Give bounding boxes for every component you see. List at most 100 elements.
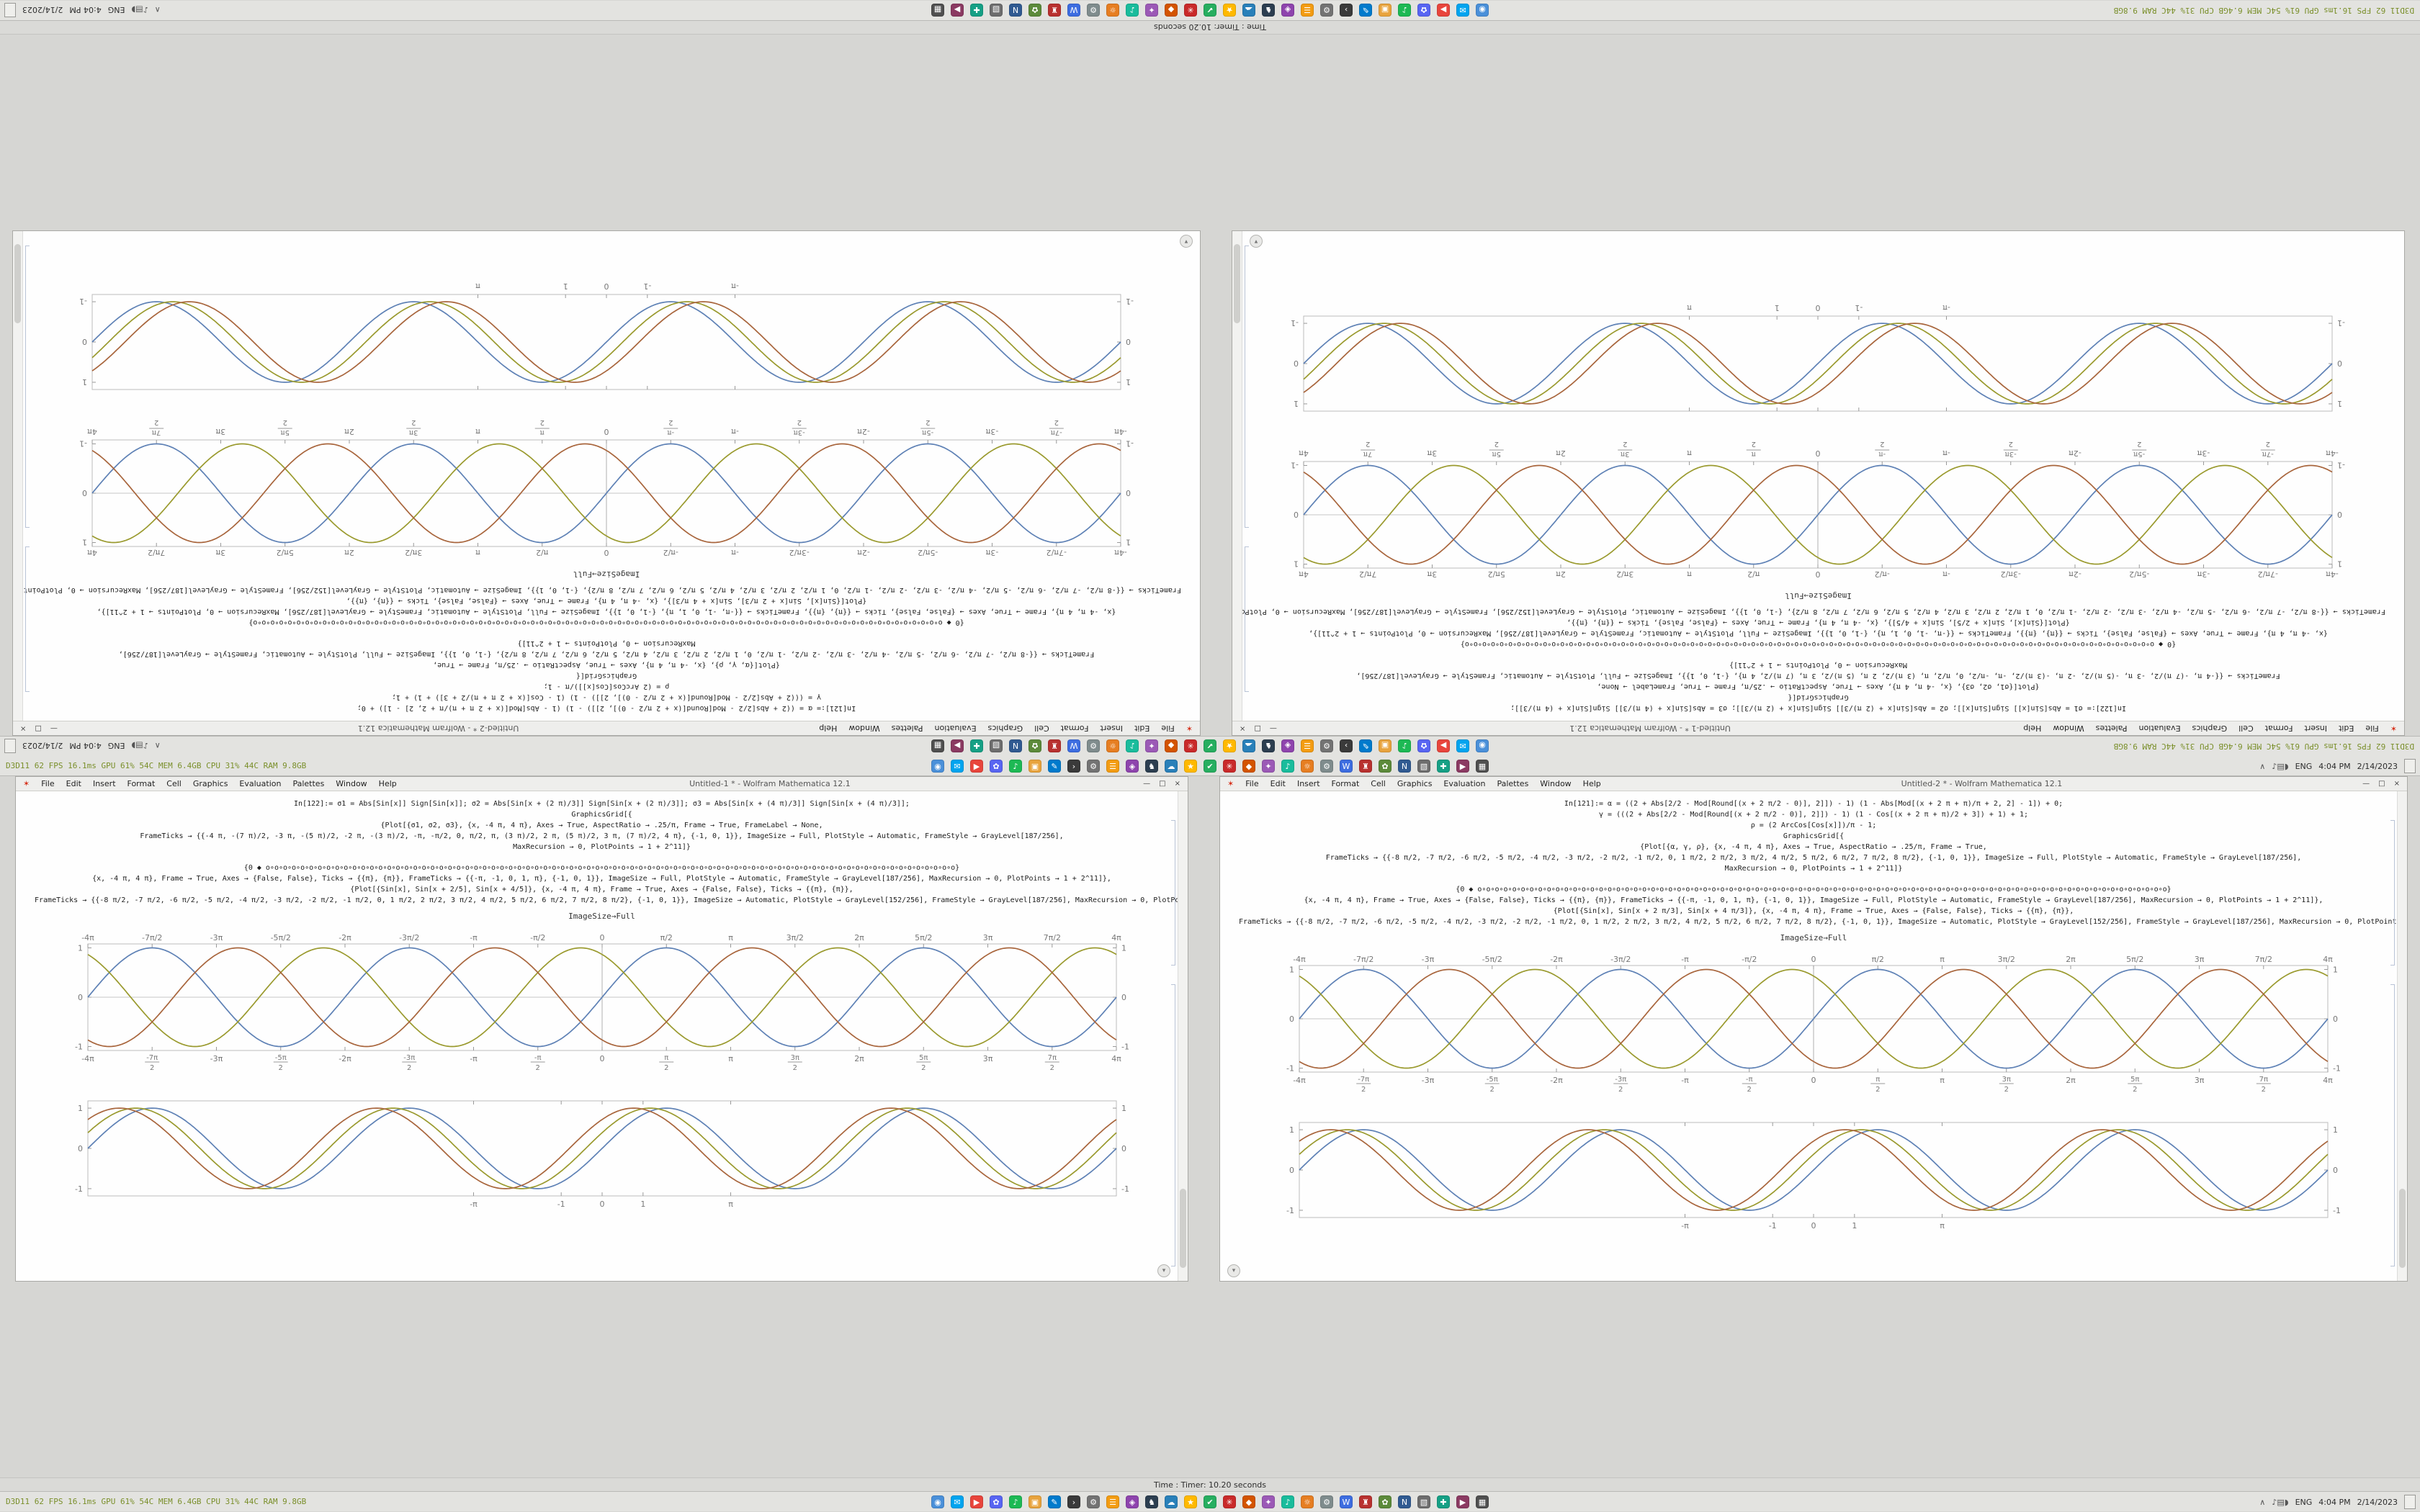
nav-icon[interactable]: N	[1398, 760, 1411, 773]
box-icon[interactable]: ▦	[931, 739, 944, 752]
mail-icon[interactable]: ✉	[1456, 4, 1469, 17]
menu-item-format[interactable]: Format	[1060, 724, 1089, 733]
cloud-icon[interactable]: ☁	[1165, 1495, 1178, 1508]
menu-item-palettes[interactable]: Palettes	[292, 779, 325, 788]
menu-item-edit[interactable]: Edit	[1134, 724, 1150, 733]
cell-bracket[interactable]	[1171, 984, 1175, 1266]
grid-icon[interactable]: ▧	[1417, 1495, 1430, 1508]
grid-icon[interactable]: ▧	[1417, 760, 1430, 773]
tray-icon[interactable]: ♪	[143, 741, 148, 751]
nav-icon[interactable]: N	[1009, 4, 1022, 17]
menu-item-insert[interactable]: Insert	[92, 779, 116, 788]
settings-icon[interactable]: ⚙	[1320, 739, 1333, 752]
spark-icon[interactable]: ✦	[1262, 1495, 1275, 1508]
tray-icon[interactable]: ▤	[2277, 761, 2285, 771]
photos-icon[interactable]: ◈	[1126, 1495, 1139, 1508]
sun-icon[interactable]: ☼	[1301, 1495, 1314, 1508]
spark-icon[interactable]: ✦	[1145, 4, 1158, 17]
cloud-icon[interactable]: ☁	[1165, 760, 1178, 773]
scrollbar-thumb[interactable]	[1234, 244, 1240, 323]
browser-icon[interactable]: ◉	[931, 760, 944, 773]
tray-language[interactable]: ENG	[107, 5, 125, 15]
leaf-icon[interactable]: ✿	[1379, 760, 1392, 773]
minimize-button[interactable]: —	[50, 724, 58, 732]
editor-icon[interactable]: ✎	[1359, 4, 1372, 17]
vertical-scrollbar[interactable]	[2397, 791, 2407, 1281]
video-icon[interactable]: ▶	[1456, 1495, 1469, 1508]
star-icon[interactable]: ★	[1223, 739, 1236, 752]
rook-icon[interactable]: ♜	[1359, 760, 1372, 773]
tray-date[interactable]: 2/14/2023	[22, 5, 63, 15]
photos-icon[interactable]: ◈	[1281, 4, 1294, 17]
maximize-button[interactable]: □	[1159, 780, 1166, 788]
rook-icon[interactable]: ♜	[1048, 4, 1061, 17]
photos-icon[interactable]: ◈	[1281, 739, 1294, 752]
gear2-icon[interactable]: ⚙	[1087, 739, 1100, 752]
tray-date[interactable]: 2/14/2023	[2357, 1497, 2398, 1507]
menu-item-window[interactable]: Window	[2053, 724, 2084, 733]
vertical-scrollbar[interactable]	[13, 231, 23, 721]
cell-bracket[interactable]	[2390, 984, 2395, 1266]
tray-icon[interactable]: ◗	[131, 741, 136, 751]
menu-item-help[interactable]: Help	[1582, 779, 1601, 788]
menu-item-evaluation[interactable]: Evaluation	[1443, 779, 1486, 788]
menu-item-cell[interactable]: Cell	[1034, 724, 1049, 733]
gear2-icon[interactable]: ⚙	[1087, 4, 1100, 17]
gem-icon[interactable]: ◆	[1165, 4, 1178, 17]
plus-icon[interactable]: ✚	[970, 4, 983, 17]
nav-icon[interactable]: N	[1009, 739, 1022, 752]
menu-item-graphics[interactable]: Graphics	[987, 724, 1023, 733]
notification-button[interactable]	[4, 739, 16, 753]
sun-icon[interactable]: ☼	[1106, 4, 1119, 17]
music-icon[interactable]: ♪	[1009, 760, 1022, 773]
box-icon[interactable]: ▦	[1476, 760, 1489, 773]
tray-chevron-icon[interactable]: ∧	[2259, 761, 2266, 771]
tray-chevron-icon[interactable]: ∧	[154, 741, 161, 751]
cloud-icon[interactable]: ☁	[1242, 4, 1255, 17]
gear2-icon[interactable]: ⚙	[1320, 1495, 1333, 1508]
spark-icon[interactable]: ✦	[1262, 760, 1275, 773]
browser-icon[interactable]: ◉	[1476, 739, 1489, 752]
menu-item-graphics[interactable]: Graphics	[2192, 724, 2228, 733]
media-icon[interactable]: ▶	[1437, 739, 1450, 752]
menu-item-help[interactable]: Help	[378, 779, 397, 788]
tray-icon[interactable]: ◗	[131, 5, 136, 15]
close-button[interactable]: ×	[1240, 724, 1246, 732]
leaf-icon[interactable]: ✿	[1028, 4, 1041, 17]
scrollbar-thumb[interactable]	[1180, 1189, 1186, 1268]
minimize-button[interactable]: —	[1143, 780, 1151, 788]
close-button[interactable]: ×	[20, 724, 27, 732]
menu-item-palettes[interactable]: Palettes	[891, 724, 923, 733]
audio-icon[interactable]: ♪	[1281, 760, 1294, 773]
menu-item-palettes[interactable]: Palettes	[2095, 724, 2128, 733]
chat-icon[interactable]: ✿	[990, 1495, 1003, 1508]
menu-item-help[interactable]: Help	[819, 724, 838, 733]
tray-language[interactable]: ENG	[2295, 1497, 2313, 1507]
chat-icon[interactable]: ✿	[990, 760, 1003, 773]
menu-item-window[interactable]: Window	[336, 779, 367, 788]
word-icon[interactable]: W	[1340, 760, 1353, 773]
game-icon[interactable]: ♞	[1262, 4, 1275, 17]
menu-item-evaluation[interactable]: Evaluation	[239, 779, 282, 788]
browser-icon[interactable]: ◉	[931, 1495, 944, 1508]
scroll-corner-button[interactable]: ▾	[1180, 235, 1193, 248]
menu-item-cell[interactable]: Cell	[2238, 724, 2254, 733]
tray-clock[interactable]: 4:04 PM	[69, 5, 102, 15]
rook-icon[interactable]: ♜	[1359, 1495, 1372, 1508]
scrollbar-thumb[interactable]	[2399, 1189, 2406, 1268]
tray-language[interactable]: ENG	[2295, 761, 2313, 771]
menu-item-cell[interactable]: Cell	[1371, 779, 1386, 788]
media-icon[interactable]: ▶	[1437, 4, 1450, 17]
menu-item-palettes[interactable]: Palettes	[1497, 779, 1529, 788]
tray-icon[interactable]: ▤	[135, 741, 143, 751]
notification-button[interactable]	[4, 3, 16, 17]
editor-icon[interactable]: ✎	[1048, 760, 1061, 773]
rook-icon[interactable]: ♜	[1048, 739, 1061, 752]
tray-icon[interactable]: ▤	[135, 5, 143, 15]
gem-icon[interactable]: ◆	[1242, 1495, 1255, 1508]
sun-icon[interactable]: ☼	[1301, 760, 1314, 773]
music-icon[interactable]: ♪	[1398, 4, 1411, 17]
settings-icon[interactable]: ⚙	[1087, 1495, 1100, 1508]
terminal-icon[interactable]: ›	[1340, 4, 1353, 17]
cell-bracket[interactable]	[2390, 820, 2395, 966]
